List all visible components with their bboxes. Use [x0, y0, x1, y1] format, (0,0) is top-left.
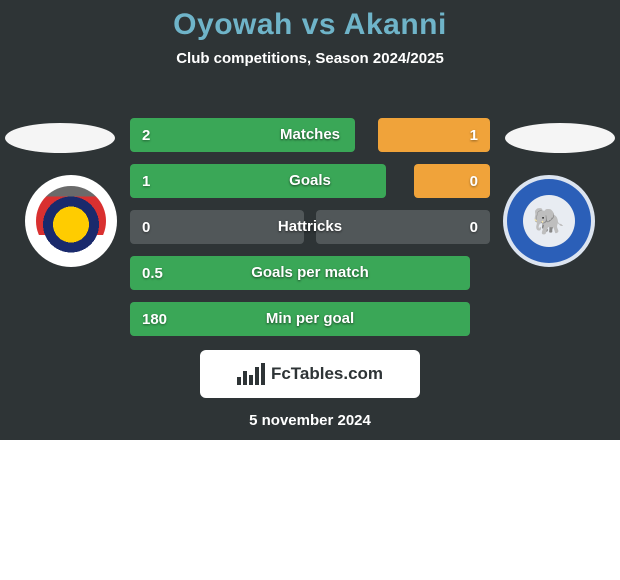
- stat-value-left: 2: [142, 127, 150, 144]
- stat-bar-left: 1: [130, 164, 386, 198]
- stat-value-right: 0: [470, 219, 478, 236]
- stat-value-right: 0: [470, 173, 478, 190]
- stat-bar-right: 1: [378, 118, 490, 152]
- subtitle: Club competitions, Season 2024/2025: [0, 50, 620, 67]
- club-badge-right: 🐘: [503, 175, 595, 267]
- stat-bar-right: 0: [414, 164, 490, 198]
- stat-bar-left: 0.5: [130, 256, 470, 290]
- comparison-panel: Oyowah vs Akanni Club competitions, Seas…: [0, 0, 620, 440]
- stats-area: 21Matches10Goals00Hattricks0.5Goals per …: [130, 118, 490, 348]
- badge-left-shape: [25, 175, 117, 267]
- country-flag-left: [5, 123, 115, 153]
- brand-box[interactable]: FcTables.com: [200, 350, 420, 398]
- badge-left-inner: [36, 186, 106, 256]
- stat-value-left: 180: [142, 311, 167, 328]
- stat-value-left: 0.5: [142, 265, 163, 282]
- stat-row: 21Matches: [130, 118, 490, 154]
- country-flag-right: [505, 123, 615, 153]
- stat-value-right: 1: [470, 127, 478, 144]
- badge-right-shape: 🐘: [503, 175, 595, 267]
- club-badge-left: [25, 175, 117, 267]
- stat-bar-left: 180: [130, 302, 470, 336]
- stat-row: 0.5Goals per match: [130, 256, 490, 292]
- stat-value-left: 1: [142, 173, 150, 190]
- brand-text: FcTables.com: [271, 364, 383, 384]
- bar-chart-icon: [237, 363, 265, 385]
- stat-bar-right: 0: [316, 210, 490, 244]
- stat-value-left: 0: [142, 219, 150, 236]
- page-title: Oyowah vs Akanni: [0, 8, 620, 42]
- stat-bar-left: 2: [130, 118, 355, 152]
- stat-bar-left: 0: [130, 210, 304, 244]
- stat-row: 00Hattricks: [130, 210, 490, 246]
- stat-row: 180Min per goal: [130, 302, 490, 338]
- date-line: 5 november 2024: [0, 412, 620, 429]
- stat-row: 10Goals: [130, 164, 490, 200]
- elephant-icon: 🐘: [523, 195, 575, 247]
